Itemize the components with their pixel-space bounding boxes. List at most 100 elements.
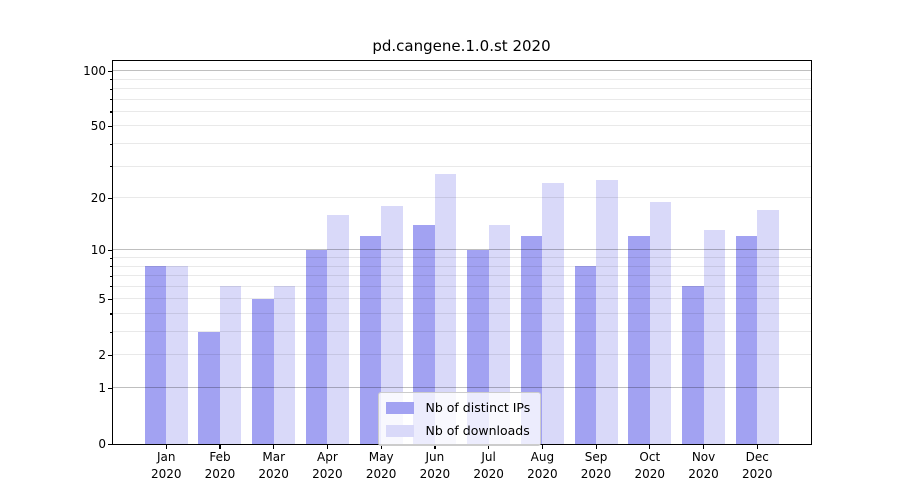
x-tick-label: Feb 2020 <box>204 450 236 481</box>
legend-swatch-distinct-ips <box>385 401 414 414</box>
gridline-minor <box>112 257 811 258</box>
bar-downloads <box>757 210 779 444</box>
bar-distinct-ips <box>359 236 382 444</box>
x-tick-label: Oct 2020 <box>634 450 666 481</box>
gridline-major <box>112 70 811 72</box>
legend-label-downloads: Nb of downloads <box>425 423 530 438</box>
bar-distinct-ips <box>413 224 435 444</box>
bar-distinct-ips <box>682 286 704 444</box>
gridline-minor <box>112 165 811 167</box>
bar-downloads <box>542 183 564 444</box>
gridline-minor <box>112 285 811 287</box>
y-tick-mark-minor <box>109 166 112 168</box>
gridline-minor <box>112 331 811 333</box>
legend-swatch-downloads <box>385 424 414 437</box>
y-tick-mark-minor <box>109 257 112 259</box>
x-tick-mark <box>326 444 329 449</box>
y-tick-mark-minor <box>109 111 112 113</box>
chart-title: pd.cangene.1.0.st 2020 <box>372 37 551 55</box>
x-tick-mark <box>541 444 544 449</box>
legend: Nb of distinct IPs Nb of downloads <box>377 392 542 446</box>
gridline-major <box>112 387 811 388</box>
bar-distinct-ips <box>628 236 650 444</box>
y-tick-label: 1 <box>98 380 106 395</box>
y-tick-mark <box>107 249 112 251</box>
gridline-minor <box>112 275 811 277</box>
x-tick-label: Sep 2020 <box>580 450 612 481</box>
gridline-major <box>112 249 811 251</box>
y-tick-label: 10 <box>90 242 106 257</box>
x-tick-label: May 2020 <box>365 450 397 481</box>
x-tick-mark <box>703 444 705 449</box>
y-tick-mark <box>107 70 112 72</box>
bar-downloads <box>488 224 511 444</box>
bar-downloads <box>703 230 726 444</box>
x-tick-label: Dec 2020 <box>741 450 773 481</box>
x-tick-mark <box>273 444 275 449</box>
x-tick-label: Jul 2020 <box>473 450 504 481</box>
y-tick-mark-minor <box>109 286 112 288</box>
bar-downloads <box>649 201 672 444</box>
bar-distinct-ips <box>735 236 758 444</box>
gridline-minor <box>112 125 811 127</box>
x-tick-label: Nov 2020 <box>688 450 719 481</box>
x-tick-label: Jun 2020 <box>419 450 451 481</box>
bar-distinct-ips <box>198 331 220 444</box>
gridline-minor <box>112 78 811 80</box>
gridline-minor <box>112 298 811 300</box>
legend-item-downloads: Nb of downloads <box>385 422 531 439</box>
x-tick-mark <box>380 444 382 449</box>
y-tick-mark <box>107 125 112 128</box>
x-tick-label: Aug 2020 <box>527 450 558 481</box>
y-tick-mark <box>107 298 112 300</box>
y-tick-mark-minor <box>109 99 112 101</box>
gridline-minor <box>112 265 811 267</box>
y-tick-mark-minor <box>109 313 112 315</box>
gridline-minor <box>112 143 811 145</box>
gridline-minor <box>112 98 811 100</box>
y-tick-mark-minor <box>109 275 112 277</box>
x-tick-mark <box>595 444 597 449</box>
y-tick-mark-minor <box>109 266 112 268</box>
y-tick-mark-minor <box>109 88 112 90</box>
x-tick-mark <box>219 444 221 449</box>
bar-distinct-ips <box>574 266 597 444</box>
y-tick-mark <box>107 197 112 199</box>
bar-downloads <box>273 286 296 444</box>
gridline-minor <box>112 88 811 90</box>
bar-downloads <box>381 205 403 444</box>
bar-distinct-ips <box>252 298 274 444</box>
bar-downloads <box>166 266 188 444</box>
gridline-minor <box>112 197 811 199</box>
y-tick-label: 20 <box>90 190 106 205</box>
x-tick-mark <box>756 444 758 449</box>
bar-distinct-ips <box>520 236 543 444</box>
gridline-minor <box>112 312 811 314</box>
y-tick-label: 5 <box>98 291 106 306</box>
y-tick-label: 100 <box>83 63 106 78</box>
y-tick-mark-minor <box>109 79 112 81</box>
legend-item-distinct-ips: Nb of distinct IPs <box>385 399 531 416</box>
gridline-minor <box>112 110 811 112</box>
bar-distinct-ips <box>144 266 167 444</box>
legend-label-distinct-ips: Nb of distinct IPs <box>425 400 531 415</box>
x-tick-label: Jan 2020 <box>150 450 182 481</box>
x-tick-mark <box>649 444 651 449</box>
gridline-minor <box>112 354 811 356</box>
y-tick-mark-minor <box>109 331 112 333</box>
x-tick-mark <box>488 444 490 449</box>
y-tick-mark <box>107 443 112 445</box>
bar-downloads <box>327 214 349 444</box>
bar-downloads <box>434 174 457 444</box>
y-tick-label: 0 <box>98 436 106 451</box>
y-tick-mark <box>107 387 112 389</box>
y-tick-mark-minor <box>109 143 112 145</box>
x-tick-label: Mar 2020 <box>258 450 289 481</box>
bar-downloads <box>219 286 242 444</box>
x-tick-mark <box>434 444 436 449</box>
x-tick-mark <box>165 444 167 449</box>
x-tick-label: Apr 2020 <box>312 450 343 481</box>
y-tick-label: 50 <box>90 118 106 133</box>
plot-area: Nb of distinct IPs Nb of downloads <box>111 60 812 446</box>
bar-distinct-ips <box>305 249 328 444</box>
